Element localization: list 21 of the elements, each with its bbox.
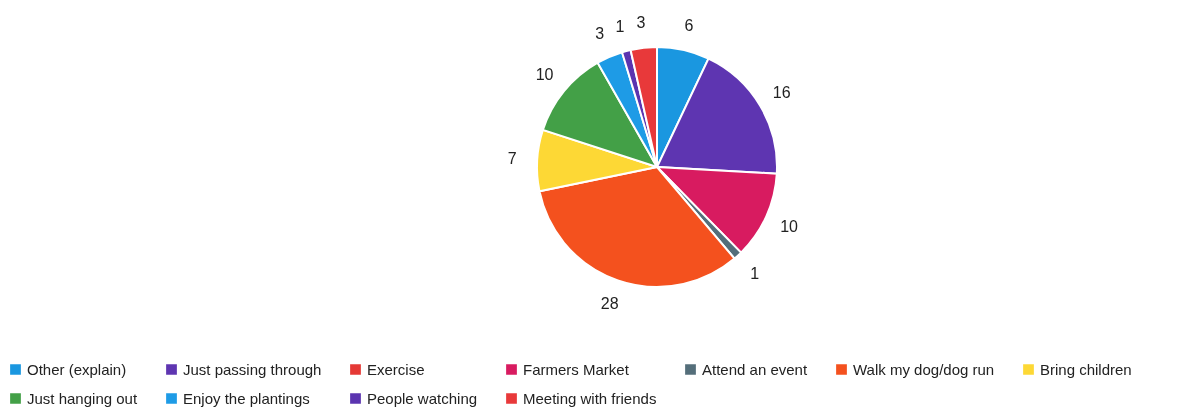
legend-label: Meeting with friends [523,389,657,407]
legend-label: Attend an event [702,360,808,378]
data-label: 1 [615,17,625,35]
data-label: 7 [507,149,517,167]
legend-label: People watching [367,389,478,407]
legend-label: Enjoy the plantings [183,389,310,407]
legend-label: Walk my dog/dog run [853,360,995,378]
legend-label: Just hanging out [27,389,138,407]
legend-label: Exercise [367,360,425,378]
legend-label: Farmers Market [523,360,630,378]
legend-label: Just passing through [183,360,322,378]
legend-label: Other (explain) [27,360,127,378]
data-label: 3 [636,13,646,31]
data-label: 16 [772,83,791,101]
data-label: 28 [600,295,619,313]
data-label: 10 [535,66,554,84]
data-label: 1 [750,265,760,283]
data-label: 10 [780,217,799,235]
legend-label: Bring children [1040,360,1132,378]
data-label: 3 [595,24,605,42]
data-label: 6 [684,16,694,34]
